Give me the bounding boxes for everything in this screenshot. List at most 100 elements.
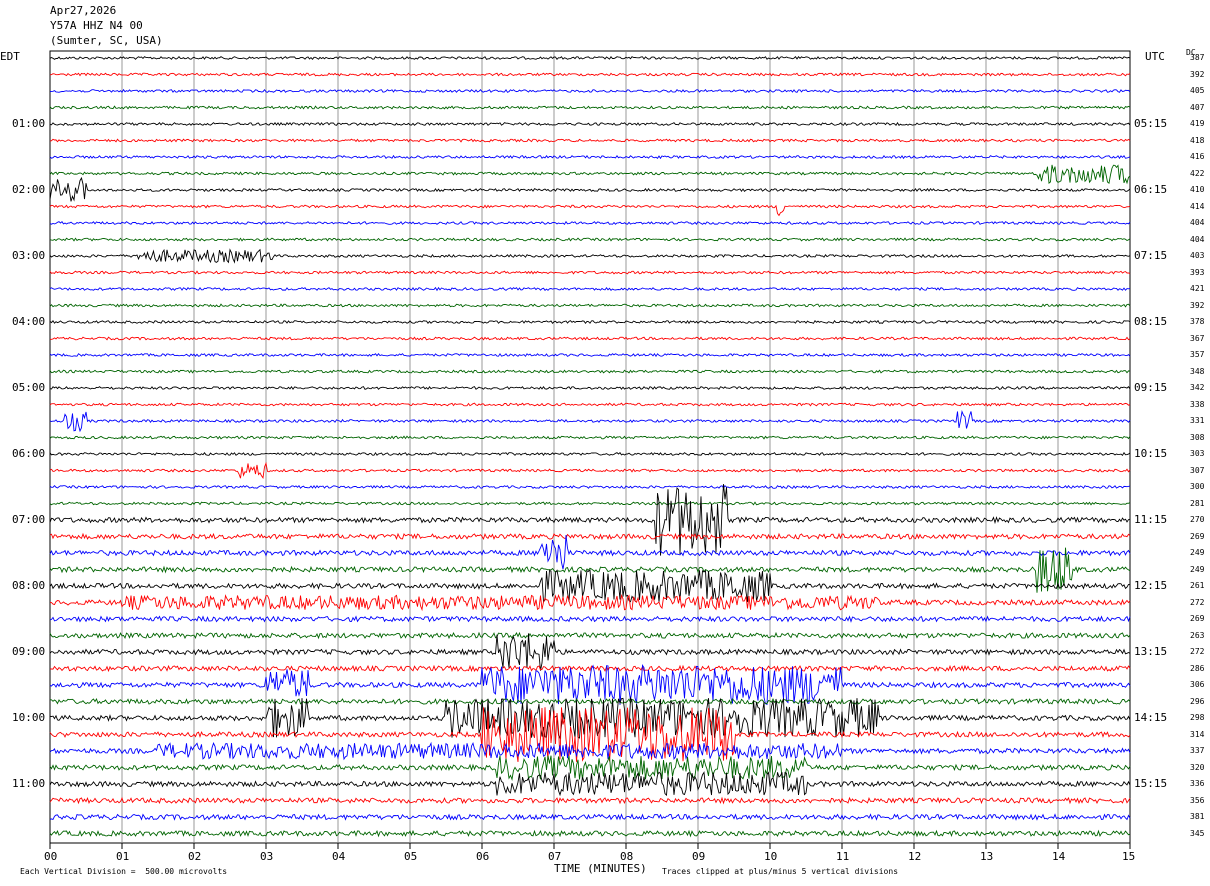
x-tick-label: 14 xyxy=(1052,850,1066,863)
right-hour-label: 06:15 xyxy=(1134,183,1168,196)
x-tick-label: 06 xyxy=(476,850,490,863)
left-hour-label: 07:00 xyxy=(12,513,46,526)
dc-value: 272 xyxy=(1190,597,1205,607)
header-station: Y57A HHZ N4 00 xyxy=(50,19,143,32)
dc-value: 272 xyxy=(1190,647,1205,656)
left-hour-label: 02:00 xyxy=(12,183,46,196)
left-hour-label: 06:00 xyxy=(12,447,46,460)
trace-line-17 xyxy=(49,336,1131,341)
dc-value: 404 xyxy=(1190,234,1205,244)
x-tick-label: 02 xyxy=(188,850,202,863)
x-tick-label: 10 xyxy=(764,850,778,863)
left-hour-label: 03:00 xyxy=(12,249,46,262)
trace-line-18 xyxy=(49,352,1131,358)
dc-value: 416 xyxy=(1190,152,1205,161)
dc-value: 308 xyxy=(1190,432,1205,442)
dc-value: 314 xyxy=(1190,729,1205,739)
dc-value: 378 xyxy=(1190,317,1205,326)
trace-line-28 xyxy=(49,484,1131,556)
trace-line-32 xyxy=(49,569,1130,603)
trace-line-22 xyxy=(49,409,1131,433)
x-tick-label: 08 xyxy=(620,850,634,863)
left-hour-label: 09:00 xyxy=(12,645,46,658)
right-hour-label: 07:15 xyxy=(1134,249,1168,262)
trace-line-9 xyxy=(49,204,1131,217)
left-hour-label: 04:00 xyxy=(12,315,46,328)
right-hour-label: 08:15 xyxy=(1134,315,1168,328)
dc-value: 303 xyxy=(1190,449,1205,458)
dc-value: 418 xyxy=(1190,135,1205,145)
left-timezone: EDT xyxy=(0,50,20,63)
dc-value: 345 xyxy=(1190,828,1205,838)
dc-value: 269 xyxy=(1190,531,1205,541)
dc-value: 367 xyxy=(1190,333,1205,343)
dc-value: 249 xyxy=(1190,548,1205,557)
right-hour-label: 12:15 xyxy=(1134,579,1168,592)
dc-value: 338 xyxy=(1190,399,1205,409)
dc-value: 422 xyxy=(1190,168,1205,178)
dc-value: 286 xyxy=(1190,663,1205,673)
header-location: (Sumter, SC, USA) xyxy=(50,34,163,47)
dc-value: 421 xyxy=(1190,284,1205,293)
dc-value: 342 xyxy=(1190,383,1205,392)
x-tick-label: 15 xyxy=(1122,850,1136,863)
x-tick-label: 12 xyxy=(908,850,922,863)
trace-line-23 xyxy=(49,435,1131,440)
trace-line-13 xyxy=(49,270,1131,275)
trace-line-34 xyxy=(49,615,1131,623)
x-tick-label: 00 xyxy=(44,850,58,863)
right-hour-label: 13:15 xyxy=(1134,645,1168,658)
trace-line-21 xyxy=(49,402,1131,407)
dc-value: 331 xyxy=(1190,416,1205,425)
dc-value: 393 xyxy=(1190,267,1205,277)
dc-value: 419 xyxy=(1190,119,1205,128)
dc-value: 261 xyxy=(1190,581,1205,590)
trace-line-47 xyxy=(49,829,1131,838)
trace-line-16 xyxy=(49,319,1131,325)
trace-line-44 xyxy=(49,771,1131,797)
clip-note: Traces clipped at plus/minus 5 vertical … xyxy=(662,867,899,876)
right-hour-label: 14:15 xyxy=(1134,711,1168,724)
trace-line-45 xyxy=(49,796,1131,805)
trace-line-11 xyxy=(49,237,1131,242)
x-tick-label: 05 xyxy=(404,850,418,863)
trace-line-7 xyxy=(49,164,1131,185)
trace-line-27 xyxy=(49,501,1131,506)
x-tick-label: 04 xyxy=(332,850,346,863)
dc-value: 348 xyxy=(1190,366,1205,376)
scale-note: Each Vertical Division = 500.00 microvol… xyxy=(20,867,228,876)
trace-lines xyxy=(49,55,1131,838)
dc-label: DC xyxy=(1186,48,1196,57)
trace-line-33 xyxy=(50,593,1131,612)
dc-value: 381 xyxy=(1190,812,1205,821)
x-tick-label: 03 xyxy=(260,850,274,863)
trace-line-24 xyxy=(49,451,1131,456)
dc-value: 404 xyxy=(1190,218,1205,227)
dc-value: 356 xyxy=(1190,795,1205,805)
x-tick-label: 01 xyxy=(116,850,130,863)
dc-value: 307 xyxy=(1190,465,1205,475)
plot-frame xyxy=(49,50,1131,844)
right-timezone: UTC xyxy=(1145,50,1165,63)
dc-value: 392 xyxy=(1190,69,1205,79)
trace-line-38 xyxy=(49,664,1131,706)
trace-line-31 xyxy=(49,547,1131,593)
dc-value: 337 xyxy=(1190,746,1205,755)
trace-line-35 xyxy=(49,631,1131,640)
trace-line-29 xyxy=(49,532,1131,541)
trace-line-2 xyxy=(49,88,1131,94)
dc-value: 336 xyxy=(1190,779,1205,788)
dc-value: 296 xyxy=(1190,696,1205,706)
dc-value: 392 xyxy=(1190,300,1205,310)
trace-line-8 xyxy=(49,176,1131,202)
trace-line-30 xyxy=(49,535,1131,570)
trace-line-42 xyxy=(49,741,1131,761)
left-hour-label: 10:00 xyxy=(12,711,46,724)
left-hour-label: 01:00 xyxy=(12,117,46,130)
right-hour-label: 11:15 xyxy=(1134,513,1168,526)
left-hour-label: 05:00 xyxy=(12,381,46,394)
trace-line-5 xyxy=(49,138,1131,143)
trace-line-10 xyxy=(49,220,1131,225)
x-tick-marks xyxy=(49,843,1131,849)
